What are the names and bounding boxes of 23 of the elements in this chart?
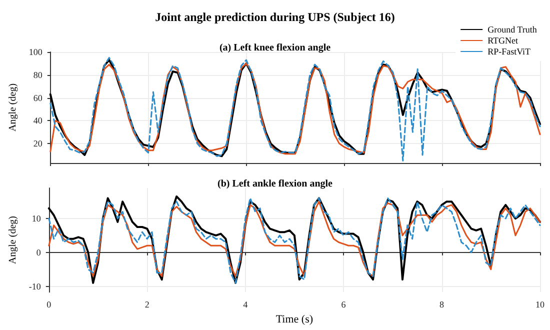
x-tick-label: 10	[536, 300, 545, 310]
y-tick-label: 20	[33, 138, 43, 149]
y-tick-label: 80	[33, 70, 43, 80]
y-tick-label: 10	[32, 214, 42, 224]
x-tick-label: 6	[341, 300, 346, 310]
legend-label: RP-FastViT	[488, 46, 532, 56]
x-tick-label: 8	[440, 300, 445, 310]
chart-subtitle: (a) Left knee flexion angle	[219, 42, 332, 54]
chart-title: Joint angle prediction during UPS (Subject 16)	[155, 10, 395, 24]
y-tick-label: 40	[33, 116, 43, 126]
y-tick-label: -10	[28, 281, 42, 292]
legend-label: Ground Truth	[488, 24, 538, 34]
y-axis-title: Angle (deg)	[8, 216, 18, 264]
legend-label: RTGNet	[488, 36, 519, 46]
y-tick-label: 0	[36, 247, 42, 258]
x-axis-title: Time (s)	[276, 314, 314, 326]
y-tick-label: 60	[33, 92, 43, 103]
x-tick-label: 4	[243, 300, 248, 310]
y-axis-title: Angle (deg)	[8, 83, 18, 132]
x-tick-label: 0	[46, 300, 52, 310]
y-tick-label: 100	[28, 47, 43, 57]
chart-title: (b) Left ankle flexion angle	[218, 178, 334, 190]
x-tick-label: 2	[144, 300, 150, 310]
